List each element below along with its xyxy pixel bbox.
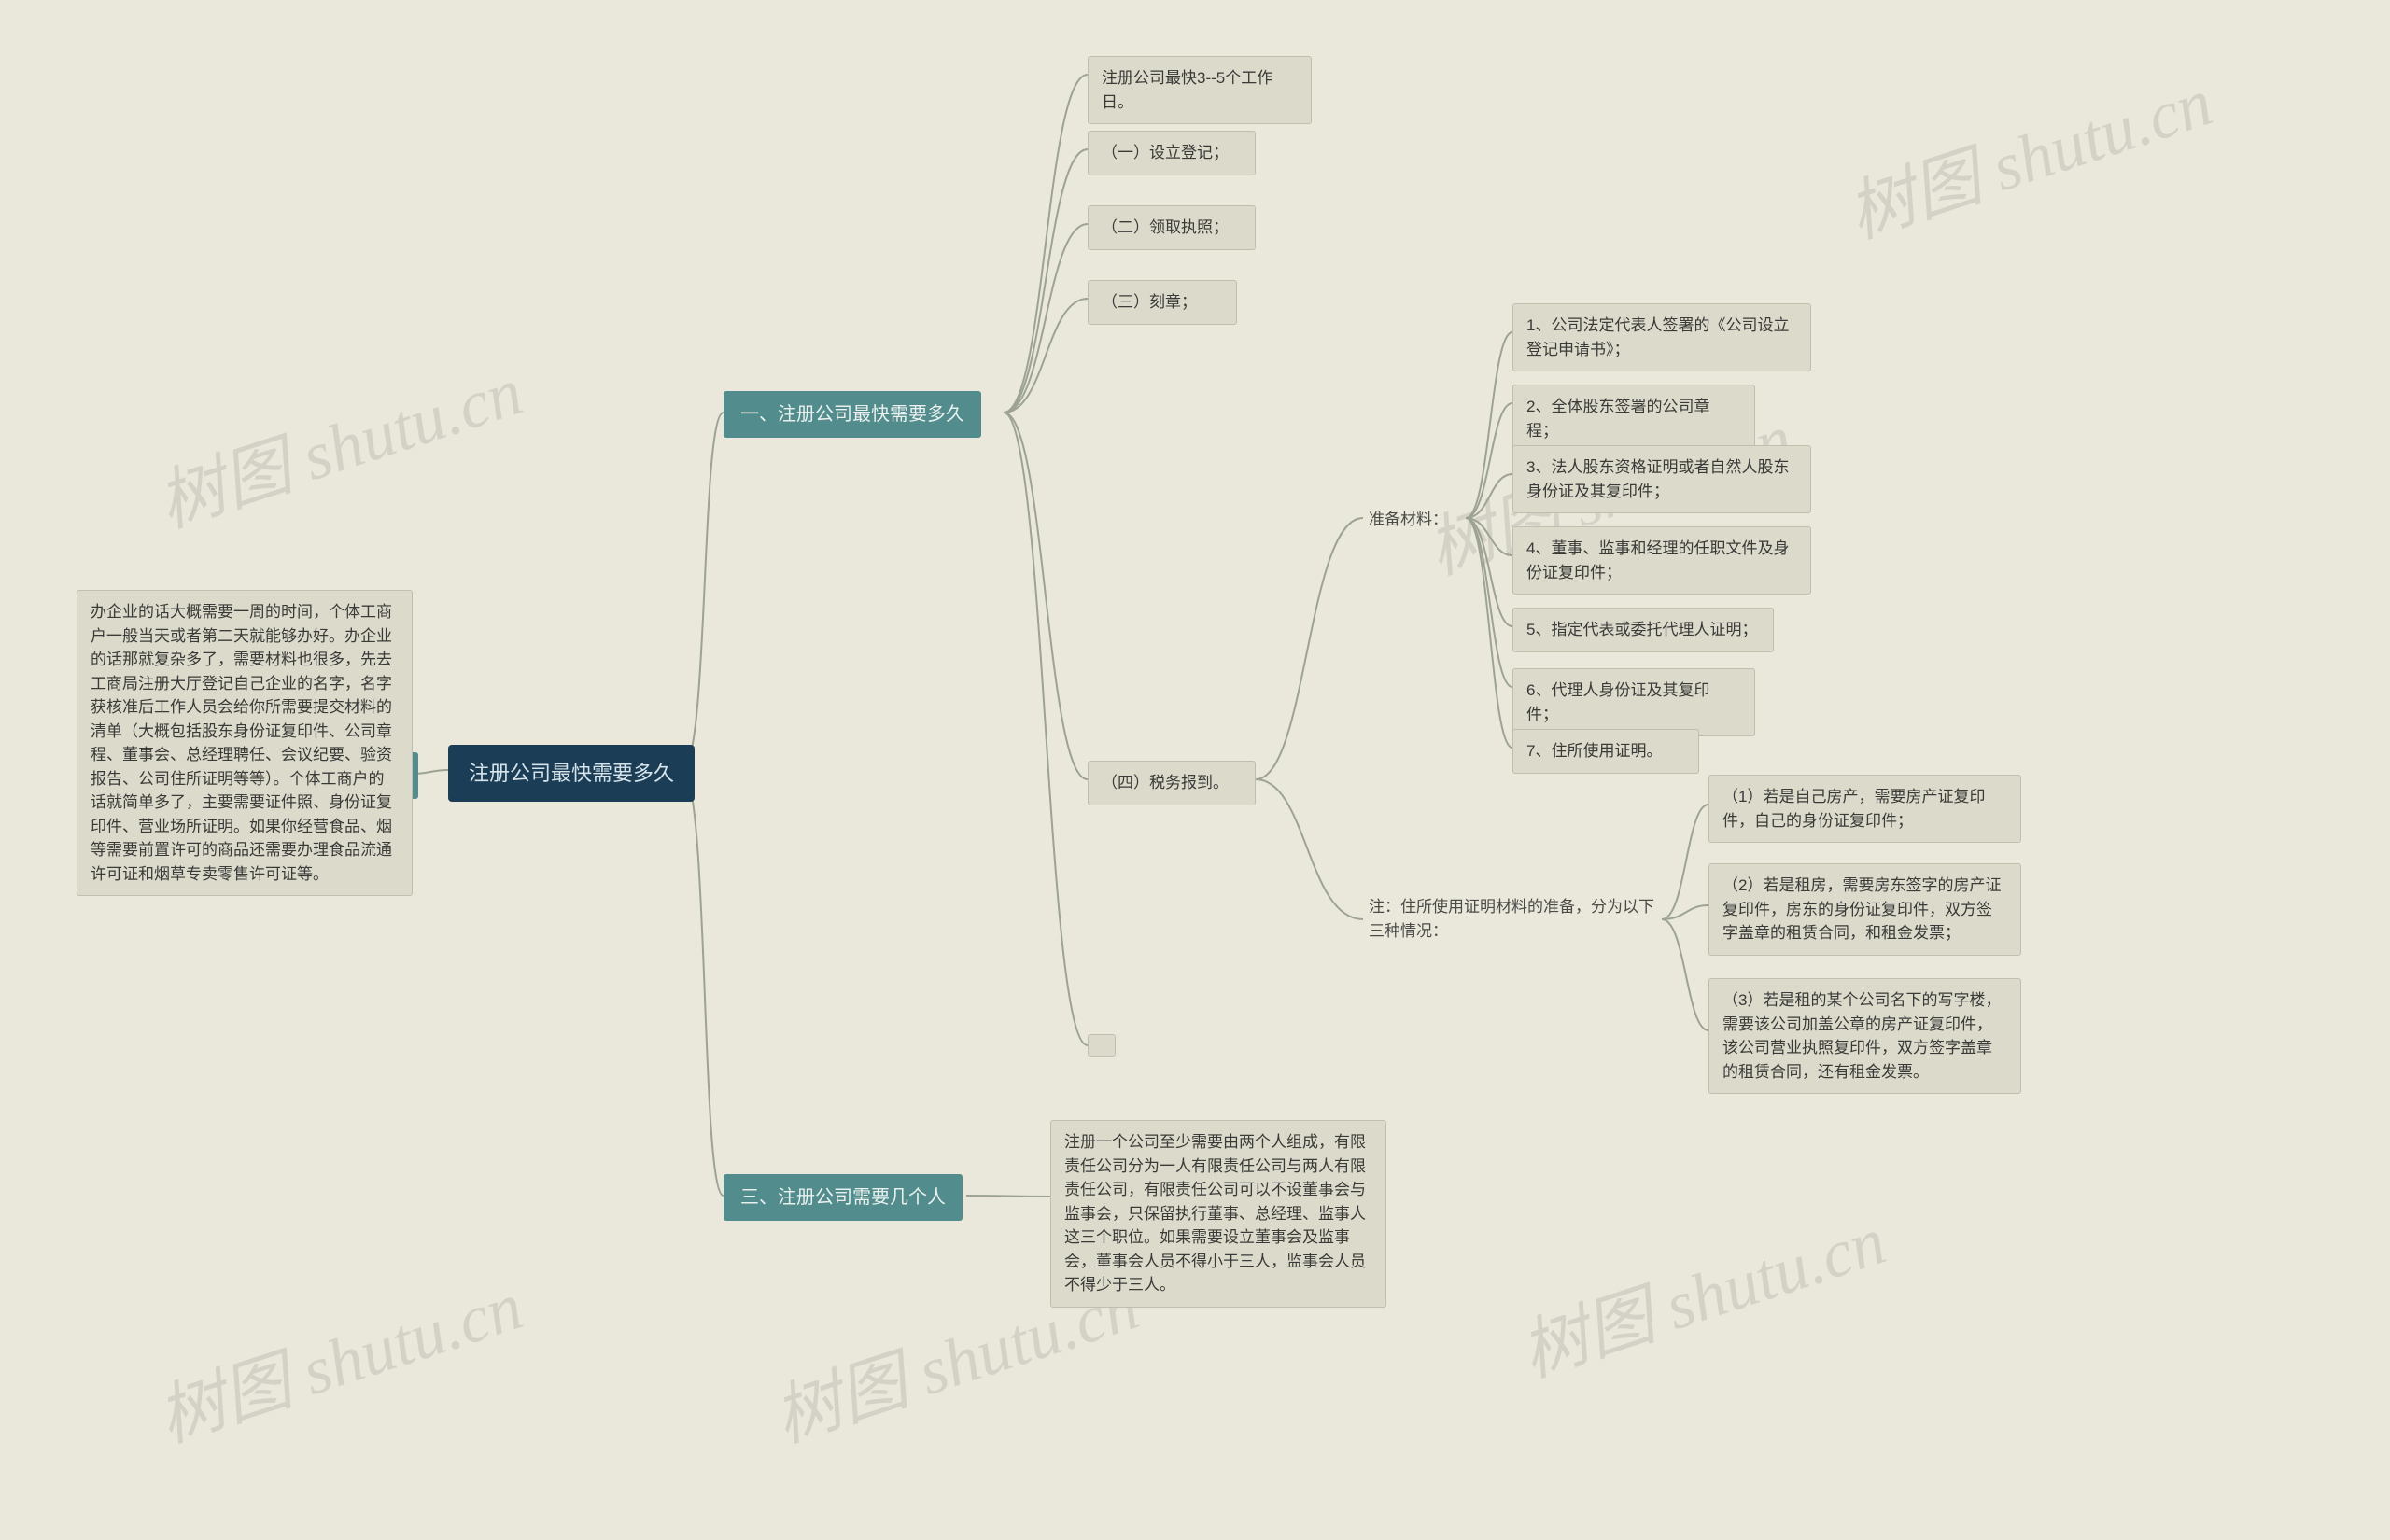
material-4: 4、董事、监事和经理的任职文件及身份证复印件；	[1512, 526, 1811, 595]
note-label: 注：住所使用证明材料的准备，分为以下三种情况：	[1363, 891, 1662, 946]
b1-item-1: （一）设立登记；	[1088, 131, 1256, 175]
b1-item-2: （二）领取执照；	[1088, 205, 1256, 250]
branch-3-detail: 注册一个公司至少需要由两个人组成，有限责任公司分为一人有限责任公司与两人有限责任…	[1050, 1120, 1386, 1308]
note-1: （1）若是自己房产，需要房产证复印件，自己的身份证复印件；	[1708, 775, 2021, 843]
branch-1[interactable]: 一、注册公司最快需要多久	[724, 391, 981, 438]
branch-2-detail: 办企业的话大概需要一周的时间，个体工商户一般当天或者第二天就能够办好。办企业的话…	[77, 590, 413, 896]
watermark: 树图 shutu.cn	[1834, 47, 2223, 257]
note-2: （2）若是租房，需要房东签字的房产证复印件，房东的身份证复印件，双方签字盖章的租…	[1708, 863, 2021, 956]
watermark: 树图 shutu.cn	[144, 336, 533, 546]
note-3: （3）若是租的某个公司名下的写字楼，需要该公司加盖公章的房产证复印件，该公司营业…	[1708, 978, 2021, 1094]
b1-item-3: （三）刻章；	[1088, 280, 1237, 325]
materials-label: 准备材料：	[1363, 504, 1454, 536]
watermark: 树图 shutu.cn	[144, 1251, 533, 1461]
material-5: 5、指定代表或委托代理人证明；	[1512, 608, 1774, 652]
root-node[interactable]: 注册公司最快需要多久	[448, 745, 695, 802]
b1-item-0: 注册公司最快3--5个工作日。	[1088, 56, 1312, 124]
material-3: 3、法人股东资格证明或者自然人股东身份证及其复印件；	[1512, 445, 1811, 513]
b1-item-4: （四）税务报到。	[1088, 761, 1256, 805]
material-1: 1、公司法定代表人签署的《公司设立登记申请书》；	[1512, 303, 1811, 371]
material-7: 7、住所使用证明。	[1512, 729, 1699, 774]
branch-3[interactable]: 三、注册公司需要几个人	[724, 1174, 963, 1221]
b1-empty	[1088, 1034, 1116, 1057]
material-6: 6、代理人身份证及其复印件；	[1512, 668, 1755, 736]
watermark: 树图 shutu.cn	[1507, 1185, 1896, 1395]
material-2: 2、全体股东签署的公司章程；	[1512, 385, 1755, 453]
